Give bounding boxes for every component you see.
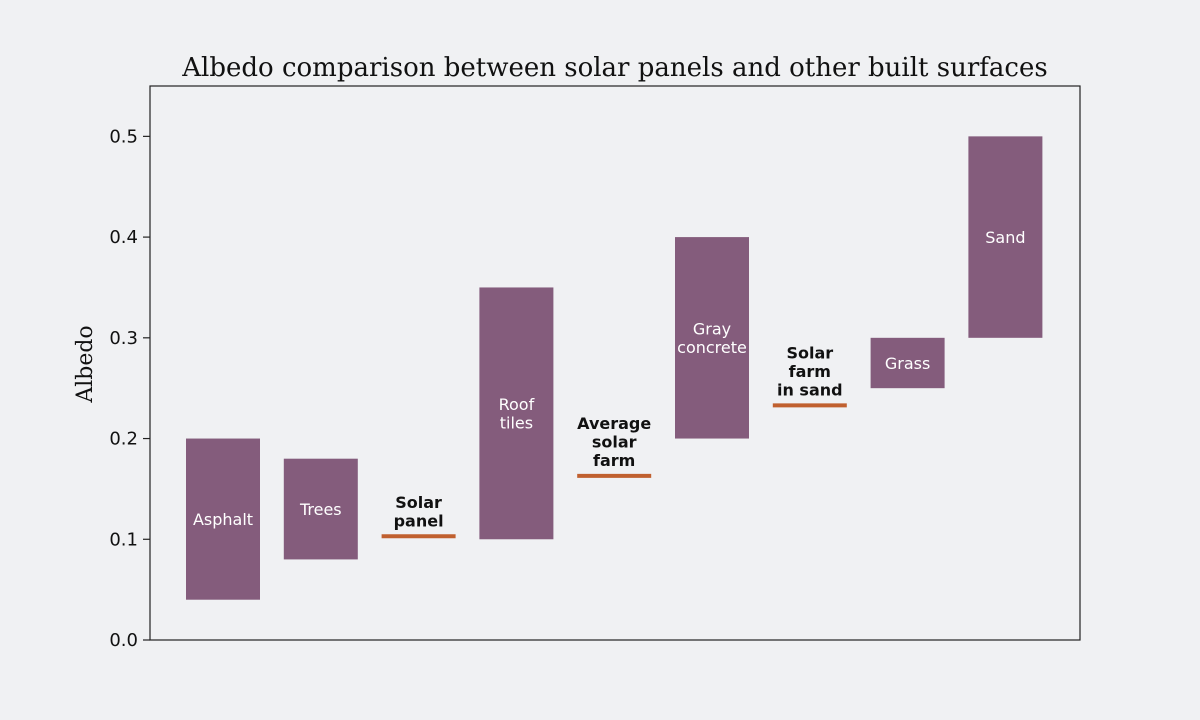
point-label-solar-farm-in-sand: farm [789,362,831,381]
range-bar-grass [870,337,945,389]
y-tick-label: 0.5 [109,126,138,147]
y-tick-label: 0.0 [109,630,138,651]
chart-title: Albedo comparison between solar panels a… [181,53,1047,83]
range-bar-trees [283,458,358,560]
range-bar-asphalt [186,438,260,600]
bar-label-roof-tiles: tiles [500,414,533,433]
bar-label-roof-tiles: Roof [499,395,535,414]
y-tick-label: 0.1 [109,529,138,550]
bar-label-gray-concrete: Gray [693,320,731,339]
plot-frame [149,85,1081,641]
bar-label-trees: Trees [299,500,342,519]
bar-label-sand: Sand [985,228,1025,247]
y-axis-ticks: 0.0 0.1 0.2 0.3 0.4 0.5 [109,126,150,651]
point-label-solar-farm-in-sand: Solar [786,343,833,362]
y-tick-label: 0.4 [109,227,138,248]
point-label-solar-panel: panel [394,511,444,530]
bar-label-asphalt: Asphalt [193,510,253,529]
y-tick-label: 0.2 [109,429,138,450]
point-label-average-solar-farm: farm [593,451,635,470]
range-bar-roof-tiles [479,287,554,540]
point-label-average-solar-farm: Average [577,414,651,433]
range-bar-gray-concrete [675,237,749,439]
point-label-solar-panel: Solar [395,493,442,512]
range-bar-sand [968,136,1043,338]
y-axis-label: Albedo [73,325,98,403]
point-label-average-solar-farm: solar [592,432,637,451]
bar-label-gray-concrete: concrete [677,338,747,357]
point-label-solar-farm-in-sand: in sand [777,380,843,399]
y-tick-label: 0.3 [109,328,138,349]
bar-label-grass: Grass [885,354,930,373]
